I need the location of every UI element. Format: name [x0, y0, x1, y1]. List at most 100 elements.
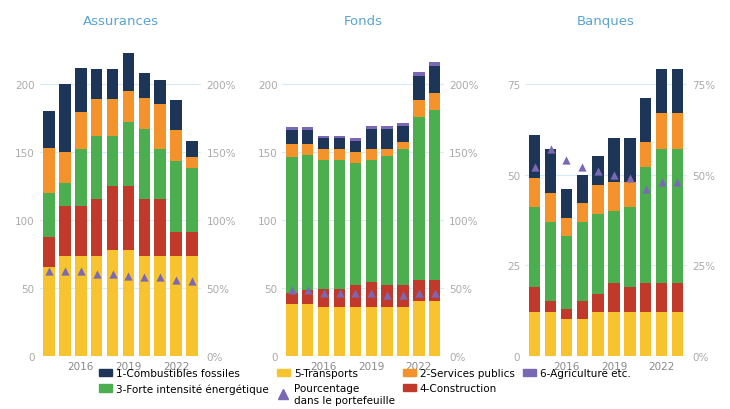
Bar: [43, 268, 55, 356]
Bar: [672, 312, 683, 356]
Legend: 1-Combustibles fossiles, 3-Forte intensité énergétique, 5-Transports, Pourcentag: 1-Combustibles fossiles, 3-Forte intensi…: [96, 365, 634, 408]
Point: [561, 157, 572, 164]
Bar: [624, 312, 636, 356]
Bar: [302, 128, 313, 131]
Bar: [397, 143, 409, 150]
Bar: [561, 218, 572, 236]
Bar: [91, 100, 102, 136]
Bar: [381, 285, 393, 307]
Bar: [593, 157, 604, 186]
Bar: [107, 250, 118, 356]
Point: [318, 290, 329, 297]
Bar: [397, 307, 409, 356]
Bar: [59, 207, 71, 257]
Bar: [107, 136, 118, 187]
Bar: [593, 215, 604, 294]
Point: [107, 271, 118, 278]
Bar: [672, 114, 683, 150]
Bar: [334, 136, 345, 139]
Bar: [624, 208, 636, 287]
Bar: [640, 143, 651, 168]
Bar: [608, 139, 620, 182]
Bar: [577, 204, 588, 222]
Bar: [656, 114, 667, 150]
Bar: [350, 153, 361, 163]
Bar: [672, 70, 683, 114]
Bar: [413, 280, 425, 301]
Bar: [656, 70, 667, 114]
Bar: [381, 307, 393, 356]
Bar: [366, 129, 377, 150]
Bar: [59, 184, 71, 207]
Bar: [561, 236, 572, 309]
Point: [592, 168, 604, 175]
Bar: [75, 207, 87, 257]
Bar: [334, 307, 345, 356]
Bar: [350, 285, 361, 307]
Bar: [577, 175, 588, 204]
Point: [139, 274, 150, 281]
Bar: [640, 312, 651, 356]
Point: [640, 186, 652, 193]
Bar: [107, 70, 118, 100]
Bar: [107, 187, 118, 250]
Bar: [170, 131, 182, 162]
Bar: [672, 283, 683, 312]
Bar: [656, 150, 667, 283]
Bar: [545, 222, 556, 301]
Bar: [155, 200, 166, 257]
Bar: [593, 186, 604, 215]
Bar: [429, 67, 440, 94]
Bar: [529, 135, 540, 179]
Bar: [397, 150, 409, 285]
Bar: [302, 291, 313, 304]
Bar: [155, 105, 166, 150]
Point: [302, 288, 314, 294]
Bar: [366, 161, 377, 283]
Bar: [624, 182, 636, 208]
Bar: [397, 285, 409, 307]
Bar: [381, 127, 393, 129]
Bar: [170, 101, 182, 131]
Bar: [366, 127, 377, 129]
Bar: [286, 304, 298, 356]
Bar: [608, 182, 620, 211]
Bar: [123, 54, 134, 92]
Bar: [545, 312, 556, 356]
Point: [170, 276, 182, 283]
Bar: [640, 283, 651, 312]
Bar: [529, 287, 540, 312]
Point: [59, 269, 71, 275]
Bar: [640, 168, 651, 283]
Bar: [656, 312, 667, 356]
Bar: [318, 307, 329, 356]
Bar: [286, 294, 298, 304]
Bar: [107, 100, 118, 136]
Bar: [91, 70, 102, 100]
Bar: [413, 72, 425, 76]
Title: Banques: Banques: [577, 15, 635, 28]
Bar: [170, 257, 182, 356]
Bar: [139, 257, 150, 356]
Bar: [381, 157, 393, 285]
Bar: [672, 150, 683, 283]
Bar: [545, 301, 556, 312]
Bar: [334, 139, 345, 150]
Point: [123, 272, 134, 279]
Point: [413, 290, 425, 297]
Point: [529, 164, 540, 171]
Bar: [350, 163, 361, 285]
Bar: [366, 307, 377, 356]
Bar: [624, 287, 636, 312]
Bar: [334, 290, 345, 307]
Bar: [286, 131, 298, 144]
Point: [91, 271, 103, 278]
Bar: [381, 150, 393, 157]
Bar: [43, 112, 55, 148]
Bar: [91, 257, 102, 356]
Bar: [91, 136, 102, 200]
Bar: [91, 200, 102, 257]
Bar: [123, 123, 134, 187]
Bar: [186, 158, 198, 169]
Bar: [593, 312, 604, 356]
